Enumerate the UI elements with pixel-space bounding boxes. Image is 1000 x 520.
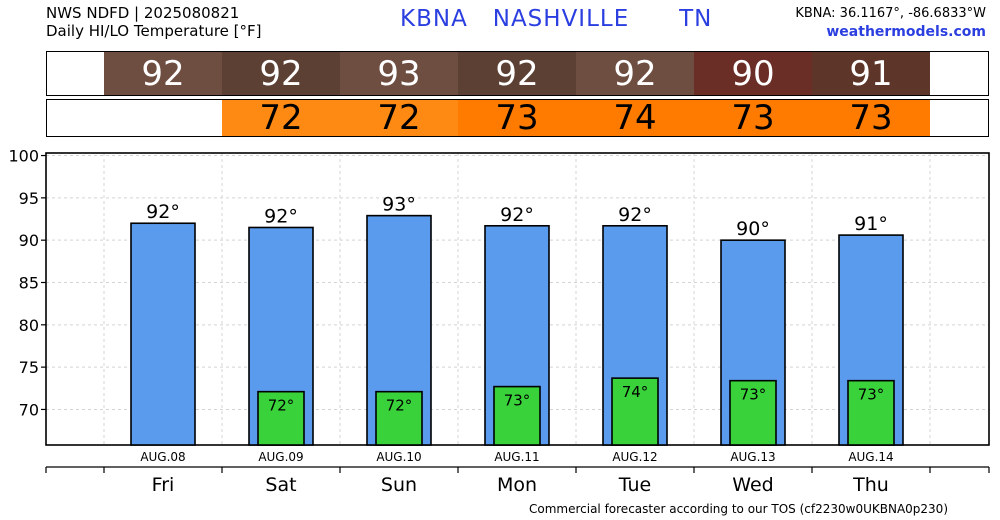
date-label: AUG.09 [258, 450, 303, 464]
model-run-label: NWS NDFD | 2025080821 [46, 4, 240, 22]
high-temp-label: 93° [382, 194, 416, 216]
chart-title: Daily HI/LO Temperature [°F] [46, 22, 262, 40]
footer-note: Commercial forecaster according to our T… [528, 502, 948, 516]
y-tick-label: 100 [8, 147, 39, 166]
y-tick-label: 80 [19, 316, 39, 335]
high-cell: 91 [812, 52, 930, 95]
low-temp-bar [847, 379, 895, 446]
high-temp-strip: 92 92 93 92 92 90 91 [46, 51, 989, 96]
y-tick-label: 70 [19, 400, 39, 419]
day-label: Mon [497, 474, 537, 496]
low-temp-label: 74° [622, 383, 649, 401]
low-temp-bar [375, 390, 423, 446]
high-temp-label: 92° [264, 205, 298, 227]
low-temp-label: 72° [268, 397, 295, 415]
low-temp-bar [257, 390, 305, 446]
low-cell: 73 [458, 98, 576, 138]
day-label: Thu [852, 474, 889, 496]
low-temp-label: 72° [386, 397, 413, 415]
low-cell: 73 [694, 98, 812, 138]
low-temp-label: 73° [504, 392, 531, 410]
day-label: Sat [265, 474, 296, 496]
low-temp-bar [729, 379, 777, 446]
station-title: KBNA NASHVILLE TN [400, 6, 713, 32]
y-tick-label: 75 [19, 358, 39, 377]
low-cell: 73 [812, 98, 930, 138]
low-cell: 72 [340, 98, 458, 138]
low-temp-label: 73° [740, 386, 767, 404]
y-tick-label: 95 [19, 189, 39, 208]
day-label: Tue [618, 474, 651, 496]
high-cell: 92 [222, 52, 340, 95]
site-link[interactable]: weathermodels.com [826, 24, 986, 40]
y-tick-label: 90 [19, 231, 39, 250]
day-label: Fri [152, 474, 175, 496]
header-right: KBNA: 36.1167°, -86.6833°W weathermodels… [795, 5, 986, 41]
low-temp-strip: 72 72 73 74 73 73 [46, 98, 989, 138]
high-temp-label: 92° [146, 201, 180, 223]
high-temp-label: 91° [854, 213, 888, 235]
low-cell: 72 [222, 98, 340, 138]
high-temp-label: 92° [500, 204, 534, 226]
high-temp-bar [130, 222, 196, 446]
low-temp-bar [493, 385, 541, 446]
low-temp-bar [611, 377, 659, 446]
high-cell: 93 [340, 52, 458, 95]
day-label: Wed [732, 474, 773, 496]
low-cell: 74 [576, 98, 694, 138]
low-temp-label: 73° [858, 386, 885, 404]
date-label: AUG.10 [376, 450, 421, 464]
high-cell: 92 [458, 52, 576, 95]
date-label: AUG.08 [140, 450, 185, 464]
date-label: AUG.12 [612, 450, 657, 464]
station-coords: KBNA: 36.1167°, -86.6833°W [795, 6, 986, 21]
header-left: NWS NDFD | 2025080821 Daily HI/LO Temper… [46, 4, 262, 40]
high-cell: 92 [576, 52, 694, 95]
date-label: AUG.14 [848, 450, 893, 464]
high-temp-label: 90° [736, 218, 770, 240]
day-label: Sun [381, 474, 417, 496]
high-cell: 92 [104, 52, 222, 95]
high-temp-label: 92° [618, 204, 652, 226]
high-cell: 90 [694, 52, 812, 95]
date-label: AUG.13 [730, 450, 775, 464]
date-label: AUG.11 [494, 450, 539, 464]
y-tick-label: 85 [19, 273, 39, 292]
